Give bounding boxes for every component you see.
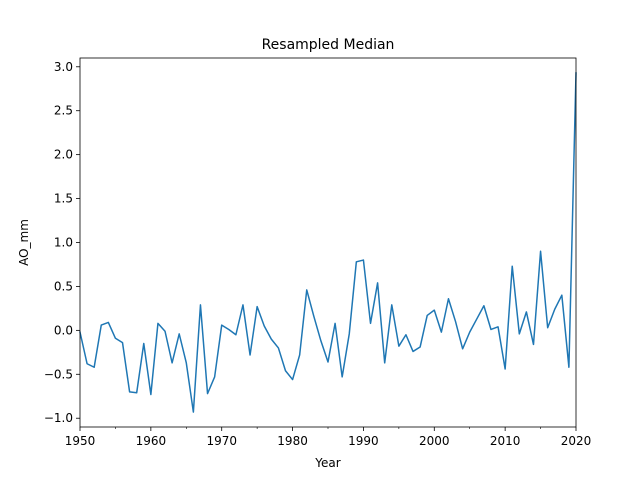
y-tick-label: 2.5 [54, 104, 73, 118]
y-tick-label: 0.5 [54, 279, 73, 293]
y-tick-label: 2.0 [54, 148, 73, 162]
x-tick-label: 2000 [419, 434, 450, 448]
y-tick-label: −0.5 [44, 367, 73, 381]
plot-frame [79, 57, 577, 428]
x-tick-label: 1990 [348, 434, 379, 448]
x-axis-label: Year [314, 456, 340, 470]
x-tick-label: 1950 [65, 434, 96, 448]
y-tick-label: 3.0 [54, 60, 73, 74]
y-tick-label: −1.0 [44, 411, 73, 425]
y-axis: −1.0 −0.5 0.0 0.5 1.0 1.5 2.0 2.5 3.0 [44, 60, 80, 425]
chart-title: Resampled Median [262, 37, 395, 53]
x-tick-label: 1960 [136, 434, 167, 448]
series-layer [79, 72, 577, 413]
series-line-0 [79, 72, 577, 413]
x-tick-label: 2010 [490, 434, 521, 448]
y-tick-label: 0.0 [54, 323, 73, 337]
x-tick-label: 1980 [277, 434, 308, 448]
y-tick-label: 1.5 [54, 192, 73, 206]
y-tick-label: 1.0 [54, 236, 73, 250]
x-tick-label: 2020 [561, 434, 592, 448]
x-tick-label: 1970 [206, 434, 237, 448]
y-axis-label: AO_mm [17, 219, 31, 266]
x-axis: 1950 1960 1970 1980 1990 2000 2010 2020 [65, 427, 592, 448]
